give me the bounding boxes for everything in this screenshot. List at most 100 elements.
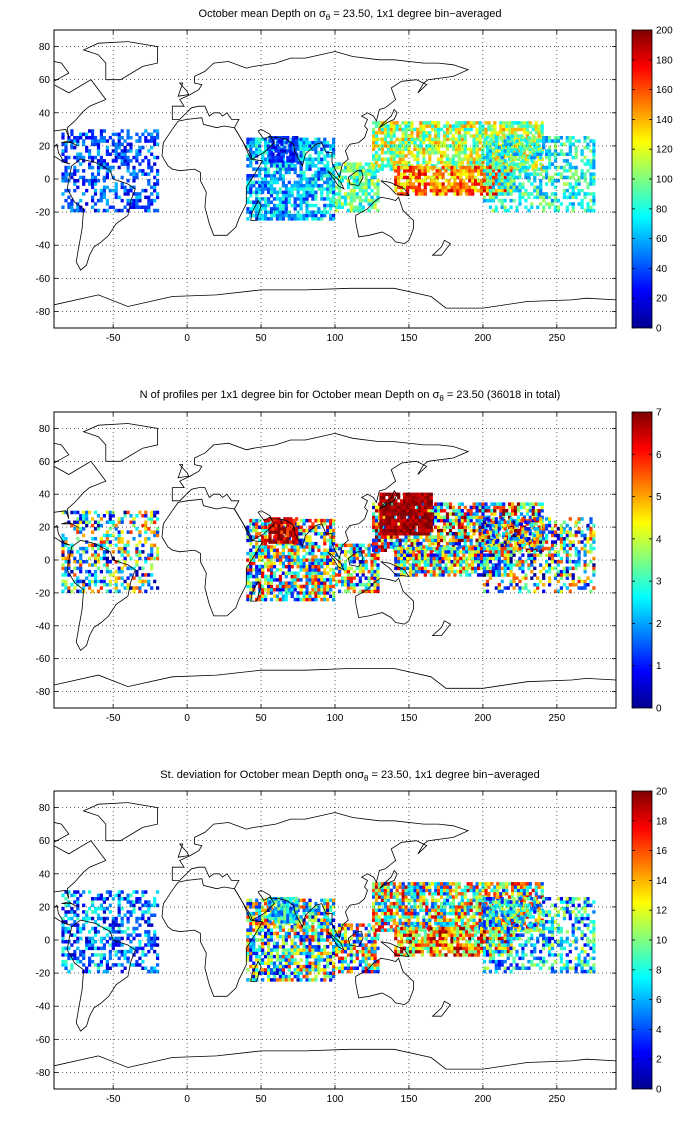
- heatmap-cell: [374, 518, 379, 523]
- heatmap-cell: [299, 561, 303, 566]
- heatmap-cell: [329, 581, 333, 585]
- heatmap-cell: [406, 499, 410, 503]
- heatmap-cell: [434, 121, 438, 125]
- heatmap-cell: [295, 152, 299, 156]
- heatmap-cell: [426, 165, 430, 170]
- heatmap-cell: [323, 568, 327, 572]
- heatmap-cell: [320, 584, 324, 589]
- heatmap-cell: [423, 525, 427, 529]
- heatmap-cell: [468, 172, 472, 176]
- heatmap-cell: [335, 202, 339, 206]
- y-tick-label: -80: [36, 307, 51, 318]
- heatmap-cell: [249, 522, 253, 526]
- heatmap-cell: [488, 149, 492, 153]
- heatmap-cell: [323, 561, 327, 566]
- heatmap-cell: [85, 523, 89, 528]
- heatmap-cell: [114, 185, 118, 190]
- heatmap-cell: [463, 157, 467, 161]
- heatmap-cell: [272, 207, 277, 211]
- heatmap-cell: [246, 184, 250, 188]
- heatmap-cell: [456, 175, 460, 180]
- heatmap-cell: [150, 556, 154, 561]
- heatmap-cell: [67, 165, 71, 170]
- heatmap-cell: [117, 533, 121, 538]
- heatmap-cell: [153, 139, 157, 143]
- heatmap-cell: [429, 550, 433, 554]
- heatmap-cell: [497, 198, 501, 203]
- heatmap-cell: [314, 144, 318, 148]
- heatmap-cell: [255, 522, 259, 526]
- heatmap-cell: [311, 548, 315, 552]
- heatmap-cell: [64, 573, 68, 577]
- heatmap-cell: [411, 553, 416, 557]
- heatmap-cell: [73, 510, 77, 515]
- heatmap-cell: [352, 553, 356, 557]
- heatmap-cell: [91, 195, 95, 200]
- heatmap-cell: [267, 217, 271, 221]
- heatmap-cell: [91, 205, 95, 209]
- heatmap-cell: [255, 207, 259, 211]
- heatmap-cell: [271, 155, 275, 160]
- heatmap-cell: [397, 512, 401, 516]
- heatmap-cell: [264, 164, 268, 168]
- heatmap-cell: [457, 535, 461, 539]
- heatmap-cell: [286, 527, 290, 531]
- heatmap-cell: [533, 155, 537, 160]
- heatmap-cell: [494, 208, 498, 213]
- heatmap-cell: [447, 569, 451, 574]
- heatmap-cell: [258, 538, 262, 543]
- heatmap-cell: [93, 583, 98, 587]
- heatmap-cell: [417, 556, 421, 561]
- heatmap-cell: [394, 492, 398, 497]
- heatmap-cell: [456, 569, 460, 574]
- heatmap-cell: [358, 195, 362, 200]
- heatmap-cell: [377, 157, 382, 161]
- heatmap-cell: [463, 518, 467, 523]
- heatmap-cell: [401, 140, 405, 145]
- heatmap-cell: [488, 159, 492, 163]
- heatmap-cell: [475, 515, 479, 520]
- heatmap-cell: [117, 569, 121, 574]
- heatmap-cell: [105, 169, 109, 173]
- heatmap-cell: [506, 139, 510, 143]
- heatmap-cell: [382, 509, 386, 513]
- heatmap-cell: [275, 551, 279, 556]
- heatmap-cell: [67, 172, 71, 176]
- heatmap-cell: [540, 131, 544, 135]
- heatmap-cell: [308, 548, 312, 552]
- heatmap-cell: [290, 594, 294, 598]
- heatmap-cell: [364, 583, 368, 587]
- heatmap-cell: [497, 145, 501, 150]
- heatmap-cell: [277, 159, 281, 163]
- heatmap-cell: [249, 594, 253, 598]
- heatmap-cell: [275, 177, 279, 181]
- heatmap-cell: [274, 523, 278, 528]
- heatmap-cell: [61, 537, 65, 541]
- heatmap-cell: [295, 533, 299, 538]
- heatmap-cell: [478, 535, 482, 539]
- heatmap-cell: [389, 131, 393, 135]
- heatmap-cell: [61, 192, 65, 196]
- heatmap-cell: [475, 538, 479, 543]
- heatmap-cell: [500, 198, 504, 203]
- heatmap-cell: [335, 543, 339, 548]
- heatmap-cell: [512, 155, 516, 160]
- heatmap-cell: [524, 205, 528, 209]
- heatmap-cell: [374, 528, 379, 533]
- heatmap-cell: [425, 121, 429, 125]
- heatmap-cell: [422, 127, 426, 132]
- heatmap-cell: [385, 512, 389, 516]
- heatmap-cell: [383, 535, 387, 539]
- heatmap-cell: [364, 560, 368, 564]
- heatmap-cell: [429, 492, 433, 497]
- heatmap-cell: [490, 131, 494, 135]
- heatmap-cell: [379, 502, 383, 506]
- heatmap-cell: [264, 588, 268, 592]
- heatmap-cell: [382, 528, 386, 533]
- heatmap-cell: [429, 569, 433, 574]
- heatmap-cell: [269, 568, 274, 572]
- heatmap-cell: [432, 188, 436, 193]
- heatmap-cell: [426, 560, 430, 564]
- heatmap-cell: [85, 514, 89, 518]
- heatmap-cell: [456, 553, 460, 557]
